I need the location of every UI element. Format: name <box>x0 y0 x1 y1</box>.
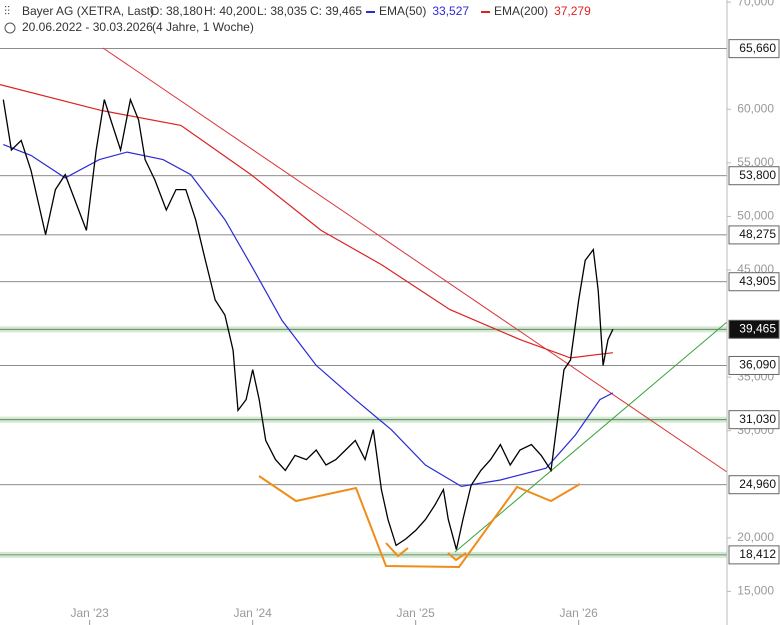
level-label: 24,960 <box>739 477 776 491</box>
level-label: 36,090 <box>739 358 776 372</box>
indicator-line <box>0 84 613 359</box>
level-label-box <box>728 272 780 292</box>
level-label-box <box>728 319 780 339</box>
high: H: 40,200 <box>204 4 256 18</box>
level-label: 18,412 <box>739 547 776 561</box>
legend-value: 37,279 <box>554 4 591 18</box>
level-label-box <box>728 355 780 375</box>
duration: (4 Jahre, 1 Woche) <box>152 20 254 34</box>
legend-label: EMA(200) <box>494 4 548 18</box>
y-tick-label: 60,000 <box>737 101 774 115</box>
chart-title: Bayer AG (XETRA, Last) <box>22 4 154 18</box>
legend-label: EMA(50) <box>379 4 426 18</box>
chart-icon: ⫶⫶ <box>4 4 10 18</box>
level-label-box <box>728 475 780 495</box>
low: L: 38,035 <box>257 4 307 18</box>
x-tick-label: Jan '23 <box>70 606 109 620</box>
y-tick-label: 70,000 <box>737 0 774 8</box>
y-tick-label: 20,000 <box>737 530 774 544</box>
pattern-head <box>385 542 409 558</box>
plot-underlay: 15,00020,00030,00035,00045,00050,00055,0… <box>0 0 774 598</box>
level-label: 43,905 <box>739 274 776 288</box>
y-tick-label: 55,000 <box>737 155 774 169</box>
open: O: 38,180 <box>150 4 203 18</box>
level-label-box <box>728 166 780 186</box>
close: C: 39,465 <box>310 4 362 18</box>
clock-icon <box>4 22 16 34</box>
level-label-box <box>728 410 780 430</box>
pattern-outline <box>258 475 581 569</box>
level-label: 65,660 <box>739 41 776 55</box>
downtrend-line <box>102 47 728 473</box>
level-label: 48,275 <box>739 227 776 241</box>
x-tick-label: Jan '26 <box>560 606 599 620</box>
y-tick-label: 15,000 <box>737 584 774 598</box>
legend-value: 33,527 <box>432 4 469 18</box>
pattern-head <box>447 552 467 562</box>
level-label-box <box>728 225 780 245</box>
x-tick-label: Jan '24 <box>233 606 272 620</box>
legend: ⫶⫶ Bayer AG (XETRA, Last) O: 38,180 H: 4… <box>4 4 362 34</box>
level-label-box <box>728 39 780 59</box>
uptrend-line <box>454 321 728 553</box>
x-tick-label: Jan '25 <box>396 606 435 620</box>
y-tick-label: 50,000 <box>737 209 774 223</box>
indicator-line <box>3 144 614 488</box>
level-label-box <box>728 545 780 565</box>
price-line <box>2 97 614 550</box>
level-label: 39,465 <box>739 321 776 335</box>
period: 20.06.2022 - 30.03.2026 <box>22 20 153 34</box>
level-label: 53,800 <box>739 168 776 182</box>
level-label: 31,030 <box>739 412 776 426</box>
